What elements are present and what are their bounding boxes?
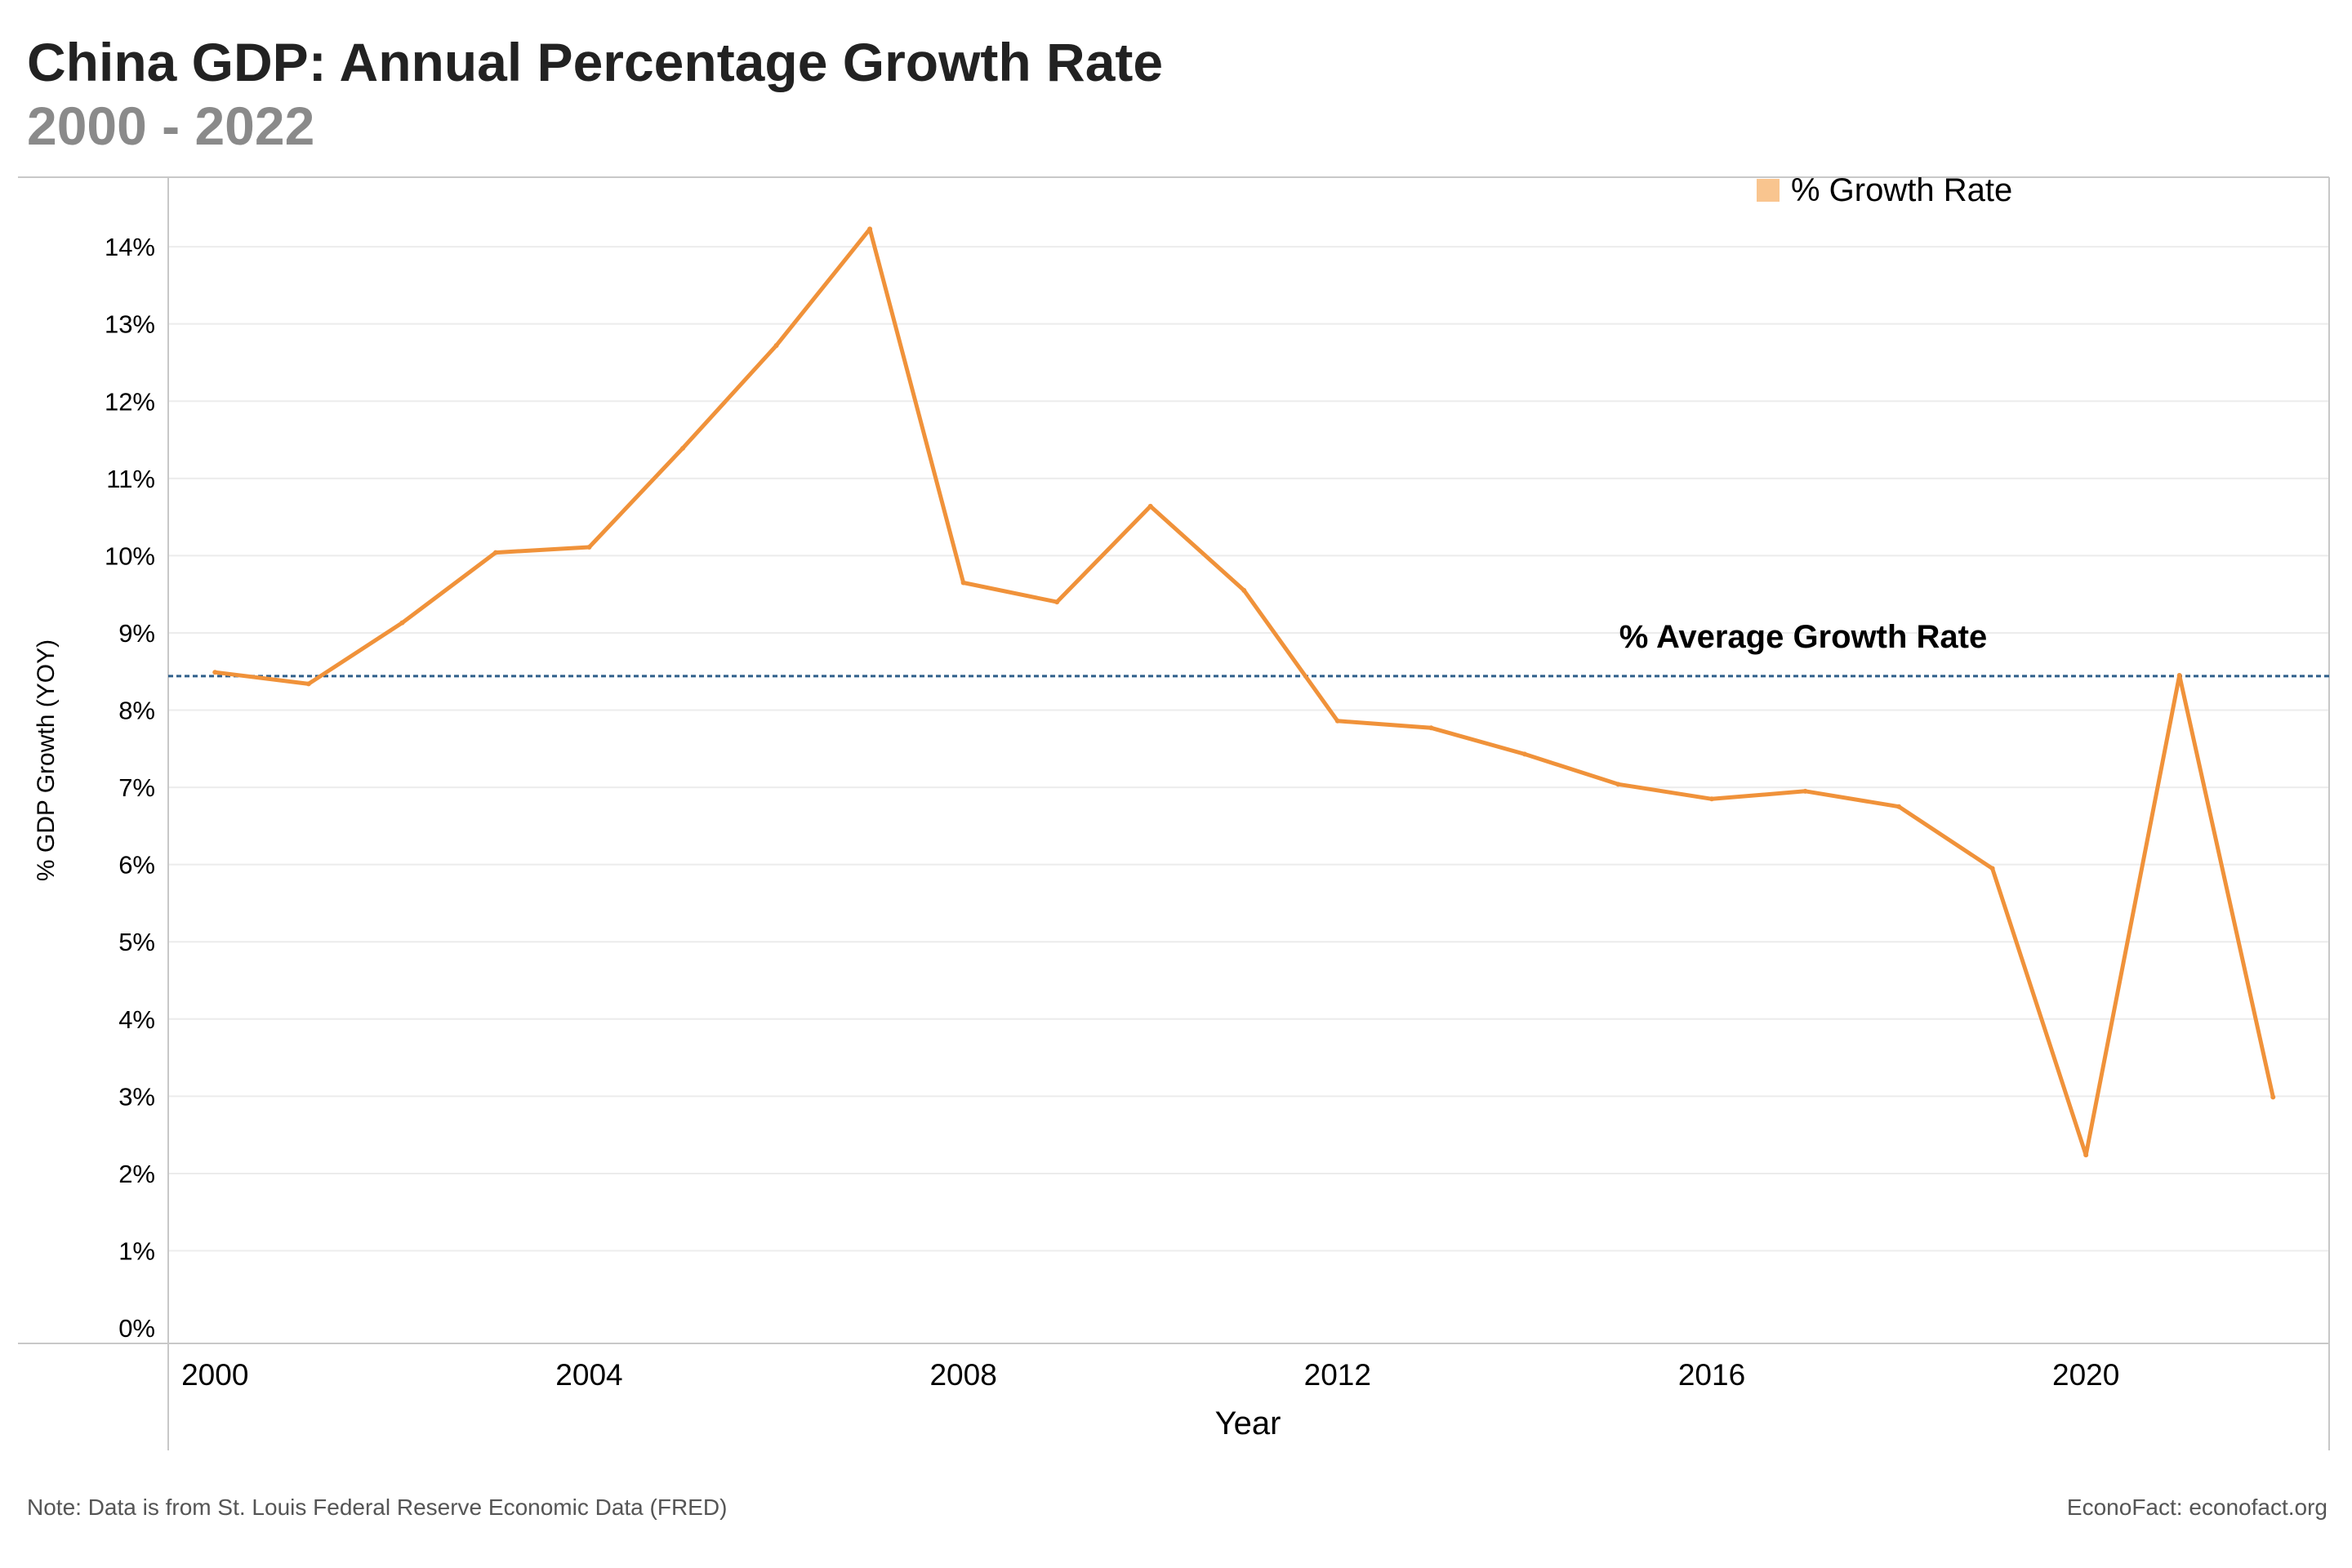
chart-title: China GDP: Annual Percentage Growth Rate	[27, 32, 1164, 92]
data-point-2019	[1989, 866, 1995, 871]
y-tick-label: 7%	[118, 773, 155, 802]
y-axis-title: % GDP Growth (YOY)	[33, 639, 60, 881]
legend-swatch	[1757, 179, 1780, 202]
data-point-2010	[1147, 503, 1153, 509]
y-tick-label: 13%	[105, 310, 155, 339]
x-axis-ticks: 2000 2004 2008 2012 2016 2020	[181, 1358, 2119, 1392]
data-point-2004	[586, 544, 592, 550]
y-tick-label: 5%	[118, 928, 155, 956]
data-point-2014	[1521, 751, 1527, 757]
data-point-2008	[960, 580, 966, 586]
y-tick-label: 2%	[118, 1160, 155, 1188]
x-tick-label: 2008	[929, 1358, 996, 1392]
data-point-2001	[305, 681, 311, 687]
data-point-2015	[1615, 782, 1621, 787]
y-tick-label: 6%	[118, 851, 155, 880]
y-tick-label: 4%	[118, 1005, 155, 1034]
source-credit: EconoFact: econofact.org	[2066, 1494, 2328, 1520]
data-point-2003	[492, 550, 498, 555]
y-tick-label: 14%	[105, 233, 155, 261]
x-tick-label: 2012	[1304, 1358, 1371, 1392]
y-tick-label: 1%	[118, 1237, 155, 1266]
y-tick-label: 3%	[118, 1082, 155, 1111]
legend: % Growth Rate	[1757, 172, 2012, 208]
y-tick-label: 10%	[105, 541, 155, 570]
data-point-2017	[1802, 788, 1808, 794]
y-tick-label: 12%	[105, 387, 155, 416]
data-point-2005	[680, 445, 685, 451]
x-tick-label: 2020	[2052, 1358, 2119, 1392]
data-point-2012	[1334, 718, 1340, 724]
average-growth-label: % Average Growth Rate	[1619, 619, 1988, 655]
source-note: Note: Data is from St. Louis Federal Res…	[27, 1494, 728, 1520]
data-point-2021	[2176, 672, 2182, 678]
x-tick-label: 2000	[181, 1358, 248, 1392]
data-point-2022	[2270, 1094, 2276, 1100]
growth-rate-series-line	[212, 226, 2275, 1157]
y-tick-label: 9%	[118, 619, 155, 648]
data-point-2011	[1241, 587, 1247, 593]
y-axis-ticks: 0% 1% 2% 3% 4% 5% 6% 7% 8% 9% 10% 11% 12% 13% 14%	[105, 233, 155, 1343]
data-point-2018	[1896, 804, 1902, 809]
data-point-2020	[2083, 1152, 2089, 1158]
y-tick-label: 8%	[118, 697, 155, 725]
data-point-2013	[1428, 725, 1434, 731]
y-tick-label: 0%	[118, 1314, 155, 1343]
series-points	[212, 226, 2276, 1158]
x-tick-label: 2004	[555, 1358, 622, 1392]
plot-frame	[18, 176, 2330, 1450]
data-point-2007	[867, 226, 873, 232]
data-point-2000	[212, 670, 218, 675]
gridlines	[168, 246, 2329, 1252]
x-tick-label: 2016	[1678, 1358, 1745, 1392]
data-point-2002	[399, 620, 405, 626]
legend-label: % Growth Rate	[1791, 172, 2012, 208]
data-point-2009	[1054, 599, 1060, 605]
chart-subtitle: 2000 - 2022	[27, 96, 315, 156]
x-axis-title: Year	[1215, 1405, 1281, 1441]
y-tick-label: 11%	[106, 465, 155, 493]
data-point-2006	[773, 343, 779, 349]
data-point-2016	[1709, 796, 1714, 802]
